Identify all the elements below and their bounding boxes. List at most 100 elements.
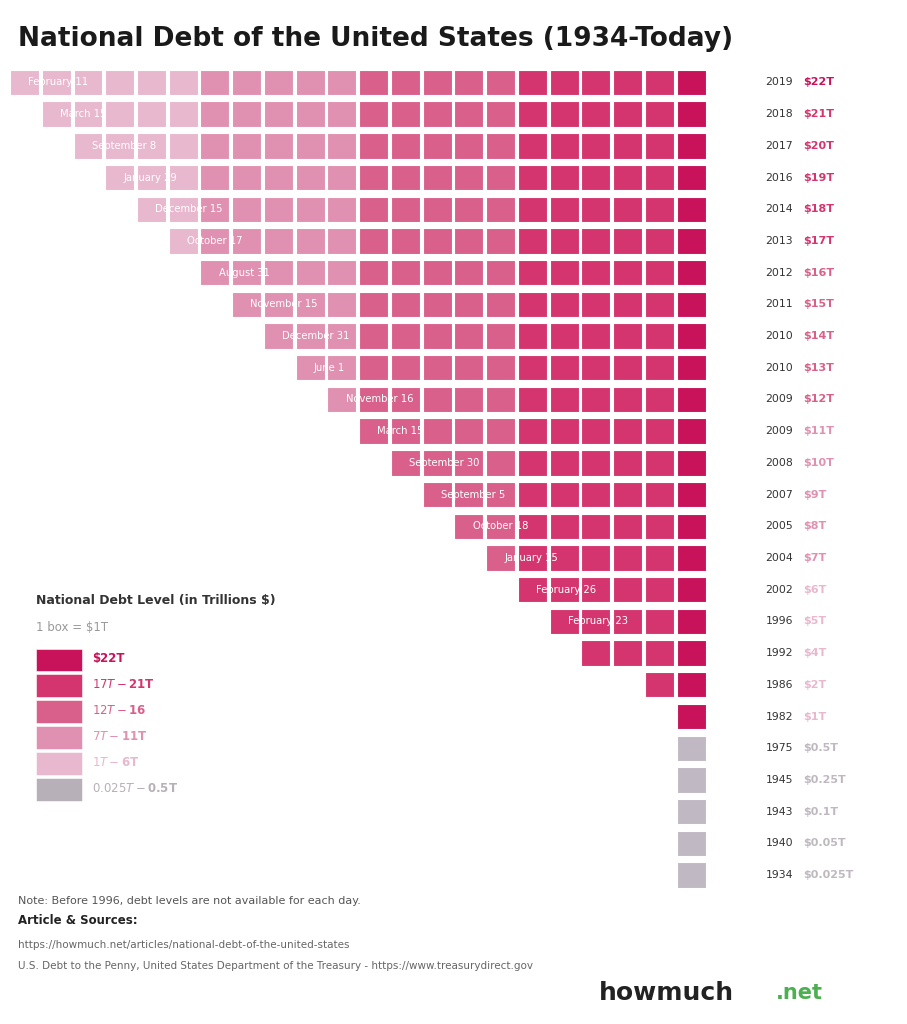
Bar bbox=[550, 608, 579, 634]
Bar bbox=[518, 482, 547, 507]
Bar bbox=[518, 228, 547, 254]
Bar bbox=[581, 133, 610, 159]
Bar bbox=[645, 101, 674, 127]
Bar bbox=[550, 451, 579, 475]
Bar bbox=[645, 197, 674, 222]
Bar bbox=[454, 292, 483, 317]
Bar bbox=[264, 324, 293, 349]
Bar bbox=[232, 228, 261, 254]
Bar bbox=[613, 387, 642, 412]
Bar bbox=[581, 608, 610, 634]
Text: $0.1T: $0.1T bbox=[803, 807, 838, 816]
Bar bbox=[423, 387, 452, 412]
Text: 1934: 1934 bbox=[766, 870, 793, 880]
Text: Note: Before 1996, debt levels are not available for each day.: Note: Before 1996, debt levels are not a… bbox=[18, 896, 361, 906]
Bar bbox=[645, 324, 674, 349]
Bar bbox=[200, 70, 229, 95]
Bar bbox=[677, 228, 706, 254]
Bar bbox=[581, 640, 610, 666]
Bar bbox=[550, 355, 579, 381]
Bar bbox=[264, 260, 293, 286]
Bar bbox=[613, 640, 642, 666]
Text: $17T - $21T: $17T - $21T bbox=[93, 678, 155, 691]
Text: $16T: $16T bbox=[803, 267, 834, 278]
Bar bbox=[486, 546, 515, 570]
Text: 2014: 2014 bbox=[766, 204, 793, 214]
Bar bbox=[264, 133, 293, 159]
Bar bbox=[105, 133, 134, 159]
Bar bbox=[518, 546, 547, 570]
Text: 2005: 2005 bbox=[766, 521, 793, 531]
Bar bbox=[327, 387, 356, 412]
Text: $20T: $20T bbox=[803, 141, 834, 151]
Bar bbox=[232, 101, 261, 127]
Text: 1996: 1996 bbox=[766, 616, 793, 627]
Bar bbox=[613, 355, 642, 381]
Bar bbox=[454, 165, 483, 190]
Text: 2013: 2013 bbox=[766, 236, 793, 246]
Bar bbox=[296, 324, 325, 349]
Bar bbox=[550, 70, 579, 95]
Bar bbox=[264, 101, 293, 127]
Text: 1945: 1945 bbox=[766, 775, 793, 785]
Bar bbox=[423, 228, 452, 254]
Bar bbox=[327, 228, 356, 254]
Bar bbox=[391, 133, 420, 159]
Text: November 16: November 16 bbox=[346, 394, 413, 404]
Bar bbox=[550, 419, 579, 443]
Bar bbox=[105, 101, 134, 127]
Bar bbox=[486, 514, 515, 539]
Text: $5T: $5T bbox=[803, 616, 825, 627]
Bar bbox=[486, 292, 515, 317]
Bar bbox=[645, 165, 674, 190]
Bar bbox=[42, 101, 71, 127]
Bar bbox=[327, 133, 356, 159]
Text: $22T: $22T bbox=[93, 652, 124, 666]
Bar bbox=[327, 292, 356, 317]
Bar bbox=[550, 387, 579, 412]
Bar bbox=[423, 482, 452, 507]
Bar bbox=[518, 165, 547, 190]
Bar bbox=[677, 324, 706, 349]
Bar bbox=[677, 767, 706, 793]
Bar bbox=[677, 260, 706, 286]
Bar bbox=[645, 640, 674, 666]
Bar bbox=[677, 133, 706, 159]
Bar bbox=[645, 577, 674, 602]
Bar bbox=[423, 133, 452, 159]
Bar bbox=[169, 133, 198, 159]
Bar bbox=[359, 324, 388, 349]
Text: 2009: 2009 bbox=[766, 426, 793, 436]
Bar bbox=[454, 482, 483, 507]
Text: $12T: $12T bbox=[803, 394, 834, 404]
Text: $2T: $2T bbox=[803, 680, 826, 690]
Text: 2016: 2016 bbox=[766, 172, 793, 182]
Text: $7T: $7T bbox=[803, 553, 826, 563]
Text: 2012: 2012 bbox=[766, 267, 793, 278]
Bar bbox=[359, 197, 388, 222]
Text: August 31: August 31 bbox=[219, 267, 269, 278]
Bar bbox=[454, 387, 483, 412]
Bar bbox=[454, 324, 483, 349]
Text: $0.025T: $0.025T bbox=[803, 870, 853, 880]
Text: October 18: October 18 bbox=[473, 521, 528, 531]
Bar bbox=[518, 197, 547, 222]
Text: 1940: 1940 bbox=[766, 839, 793, 848]
Bar bbox=[423, 165, 452, 190]
Bar bbox=[486, 70, 515, 95]
Text: October 17: October 17 bbox=[187, 236, 242, 246]
Bar bbox=[391, 70, 420, 95]
Bar bbox=[581, 228, 610, 254]
Bar bbox=[581, 419, 610, 443]
Bar bbox=[677, 70, 706, 95]
Bar bbox=[359, 355, 388, 381]
Bar bbox=[423, 324, 452, 349]
Text: $19T: $19T bbox=[803, 172, 834, 182]
Bar bbox=[613, 70, 642, 95]
Bar bbox=[518, 70, 547, 95]
Bar bbox=[677, 546, 706, 570]
Bar bbox=[391, 387, 420, 412]
Text: $11T: $11T bbox=[803, 426, 834, 436]
Bar bbox=[42, 70, 71, 95]
Bar bbox=[486, 387, 515, 412]
